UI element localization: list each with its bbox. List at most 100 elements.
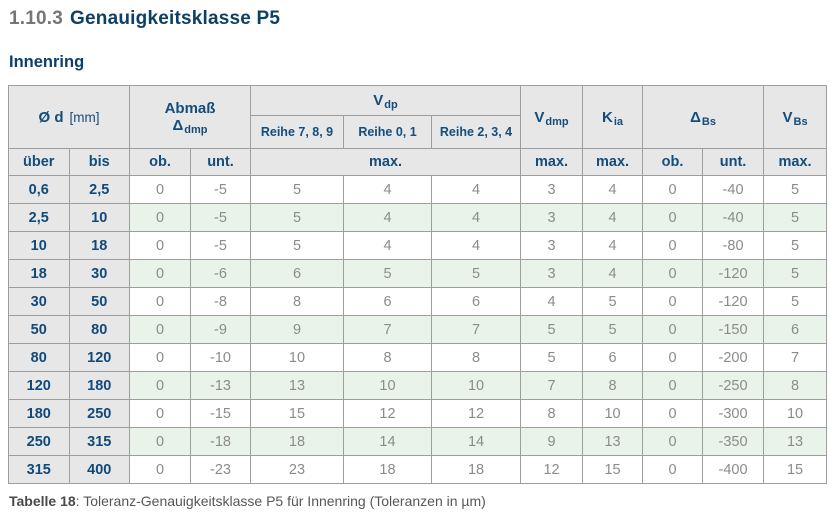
value-cell: 5	[582, 315, 644, 344]
range-cell: 120	[68, 343, 130, 372]
col-reihe-01: Reihe 0, 1	[343, 115, 432, 149]
range-cell: 250	[8, 427, 70, 456]
subheader-dbs-unt: unt.	[702, 148, 765, 176]
range-cell: 10	[8, 231, 70, 260]
value-cell: 4	[343, 203, 432, 232]
value-cell: -350	[702, 427, 765, 456]
value-cell: -200	[702, 343, 765, 372]
header-sub-row: über bis ob. unt. max. max. max. ob. unt…	[8, 148, 828, 176]
col-group-vdp: Vdp	[249, 85, 522, 116]
col-group-vbs: VBs	[763, 85, 828, 149]
value-cell: 5	[763, 231, 828, 260]
value-cell: 5	[430, 259, 522, 288]
value-cell: 12	[520, 455, 584, 484]
value-cell: 5	[763, 203, 828, 232]
subheader-vbs-max: max.	[763, 148, 828, 176]
value-cell: -23	[190, 455, 251, 484]
value-cell: 8	[430, 343, 522, 372]
subheader-ob: ob.	[129, 148, 191, 176]
value-cell: 7	[520, 371, 584, 400]
value-cell: 4	[343, 175, 432, 204]
table-row: 50 80 0 -9 9 7 7 5 5 0 -150 6	[8, 315, 828, 344]
range-cell: 50	[68, 287, 130, 316]
value-cell: 10	[343, 371, 432, 400]
value-cell: 0	[642, 455, 704, 484]
value-cell: 3	[520, 231, 584, 260]
value-cell: 7	[763, 343, 828, 372]
value-cell: 0	[129, 371, 191, 400]
value-cell: -10	[190, 343, 251, 372]
value-cell: 0	[129, 175, 191, 204]
table-row: 18 30 0 -6 6 5 5 3 4 0 -120 5	[8, 259, 828, 288]
value-cell: 10	[250, 343, 344, 372]
value-cell: 10	[430, 371, 522, 400]
value-cell: 0	[642, 259, 704, 288]
diameter-symbol: Ø d	[38, 108, 64, 126]
value-cell: 4	[430, 231, 522, 260]
value-cell: 0	[129, 343, 191, 372]
value-cell: 4	[520, 287, 584, 316]
value-cell: 0	[129, 287, 191, 316]
value-cell: -5	[190, 231, 251, 260]
value-cell: 3	[520, 175, 584, 204]
value-cell: 13	[582, 427, 644, 456]
value-cell: -5	[190, 203, 251, 232]
value-cell: 8	[582, 371, 644, 400]
value-cell: 13	[763, 427, 828, 456]
header-group-row: Ø d [mm] Abmaß Δdmp Vdp Vdmp Kia ΔBs	[8, 85, 828, 149]
value-cell: 6	[250, 259, 344, 288]
value-cell: 4	[430, 203, 522, 232]
range-cell: 80	[8, 343, 70, 372]
value-cell: 0	[642, 371, 704, 400]
subheader-unt: unt.	[190, 148, 251, 176]
table-row: 2,5 10 0 -5 5 4 4 3 4 0 -40 5	[8, 203, 828, 232]
section-number: 1.10.3	[9, 8, 64, 29]
value-cell: 0	[129, 259, 191, 288]
abmass-delta: Δdmp	[172, 117, 208, 136]
value-cell: -80	[702, 231, 765, 260]
value-cell: 5	[250, 175, 344, 204]
value-cell: 4	[582, 231, 644, 260]
value-cell: 5	[520, 343, 584, 372]
table-row: 30 50 0 -8 8 6 6 4 5 0 -120 5	[8, 287, 828, 316]
col-group-diameter: Ø d [mm]	[8, 85, 130, 149]
range-cell: 10	[68, 203, 130, 232]
table-subtitle: Innenring	[9, 53, 85, 71]
subheader-ueber: über	[8, 148, 70, 176]
value-cell: 6	[763, 315, 828, 344]
col-reihe-234: Reihe 2, 3, 4	[430, 115, 522, 149]
value-cell: 5	[520, 315, 584, 344]
value-cell: 6	[343, 287, 432, 316]
value-cell: 8	[763, 371, 828, 400]
diameter-unit: [mm]	[69, 109, 100, 125]
value-cell: 4	[582, 175, 644, 204]
value-cell: 5	[763, 287, 828, 316]
range-cell: 180	[8, 399, 70, 428]
value-cell: 0	[642, 427, 704, 456]
tolerance-table: Ø d [mm] Abmaß Δdmp Vdp Vdmp Kia ΔBs	[8, 85, 828, 484]
subheader-kia-max: max.	[582, 148, 644, 176]
value-cell: 0	[642, 399, 704, 428]
abmass-title: Abmaß	[164, 100, 216, 117]
range-cell: 120	[8, 371, 70, 400]
value-cell: -400	[702, 455, 765, 484]
range-cell: 2,5	[68, 175, 130, 204]
caption-label: Tabelle 18	[9, 493, 76, 509]
value-cell: 6	[582, 343, 644, 372]
value-cell: 0	[642, 287, 704, 316]
value-cell: 15	[250, 399, 344, 428]
range-cell: 30	[68, 259, 130, 288]
value-cell: 15	[582, 455, 644, 484]
value-cell: 3	[520, 259, 584, 288]
caption-text: : Toleranz-Genauigkeitsklasse P5 für Inn…	[75, 493, 486, 509]
value-cell: 5	[582, 287, 644, 316]
table-caption: Tabelle 18: Toleranz-Genauigkeitsklasse …	[9, 493, 826, 509]
value-cell: 14	[343, 427, 432, 456]
value-cell: 0	[129, 455, 191, 484]
col-reihe-789: Reihe 7, 8, 9	[250, 115, 344, 149]
value-cell: 0	[129, 427, 191, 456]
table-row: 80 120 0 -10 10 8 8 5 6 0 -200 7	[8, 343, 828, 372]
value-cell: 4	[343, 231, 432, 260]
subheader-bis: bis	[68, 148, 130, 176]
